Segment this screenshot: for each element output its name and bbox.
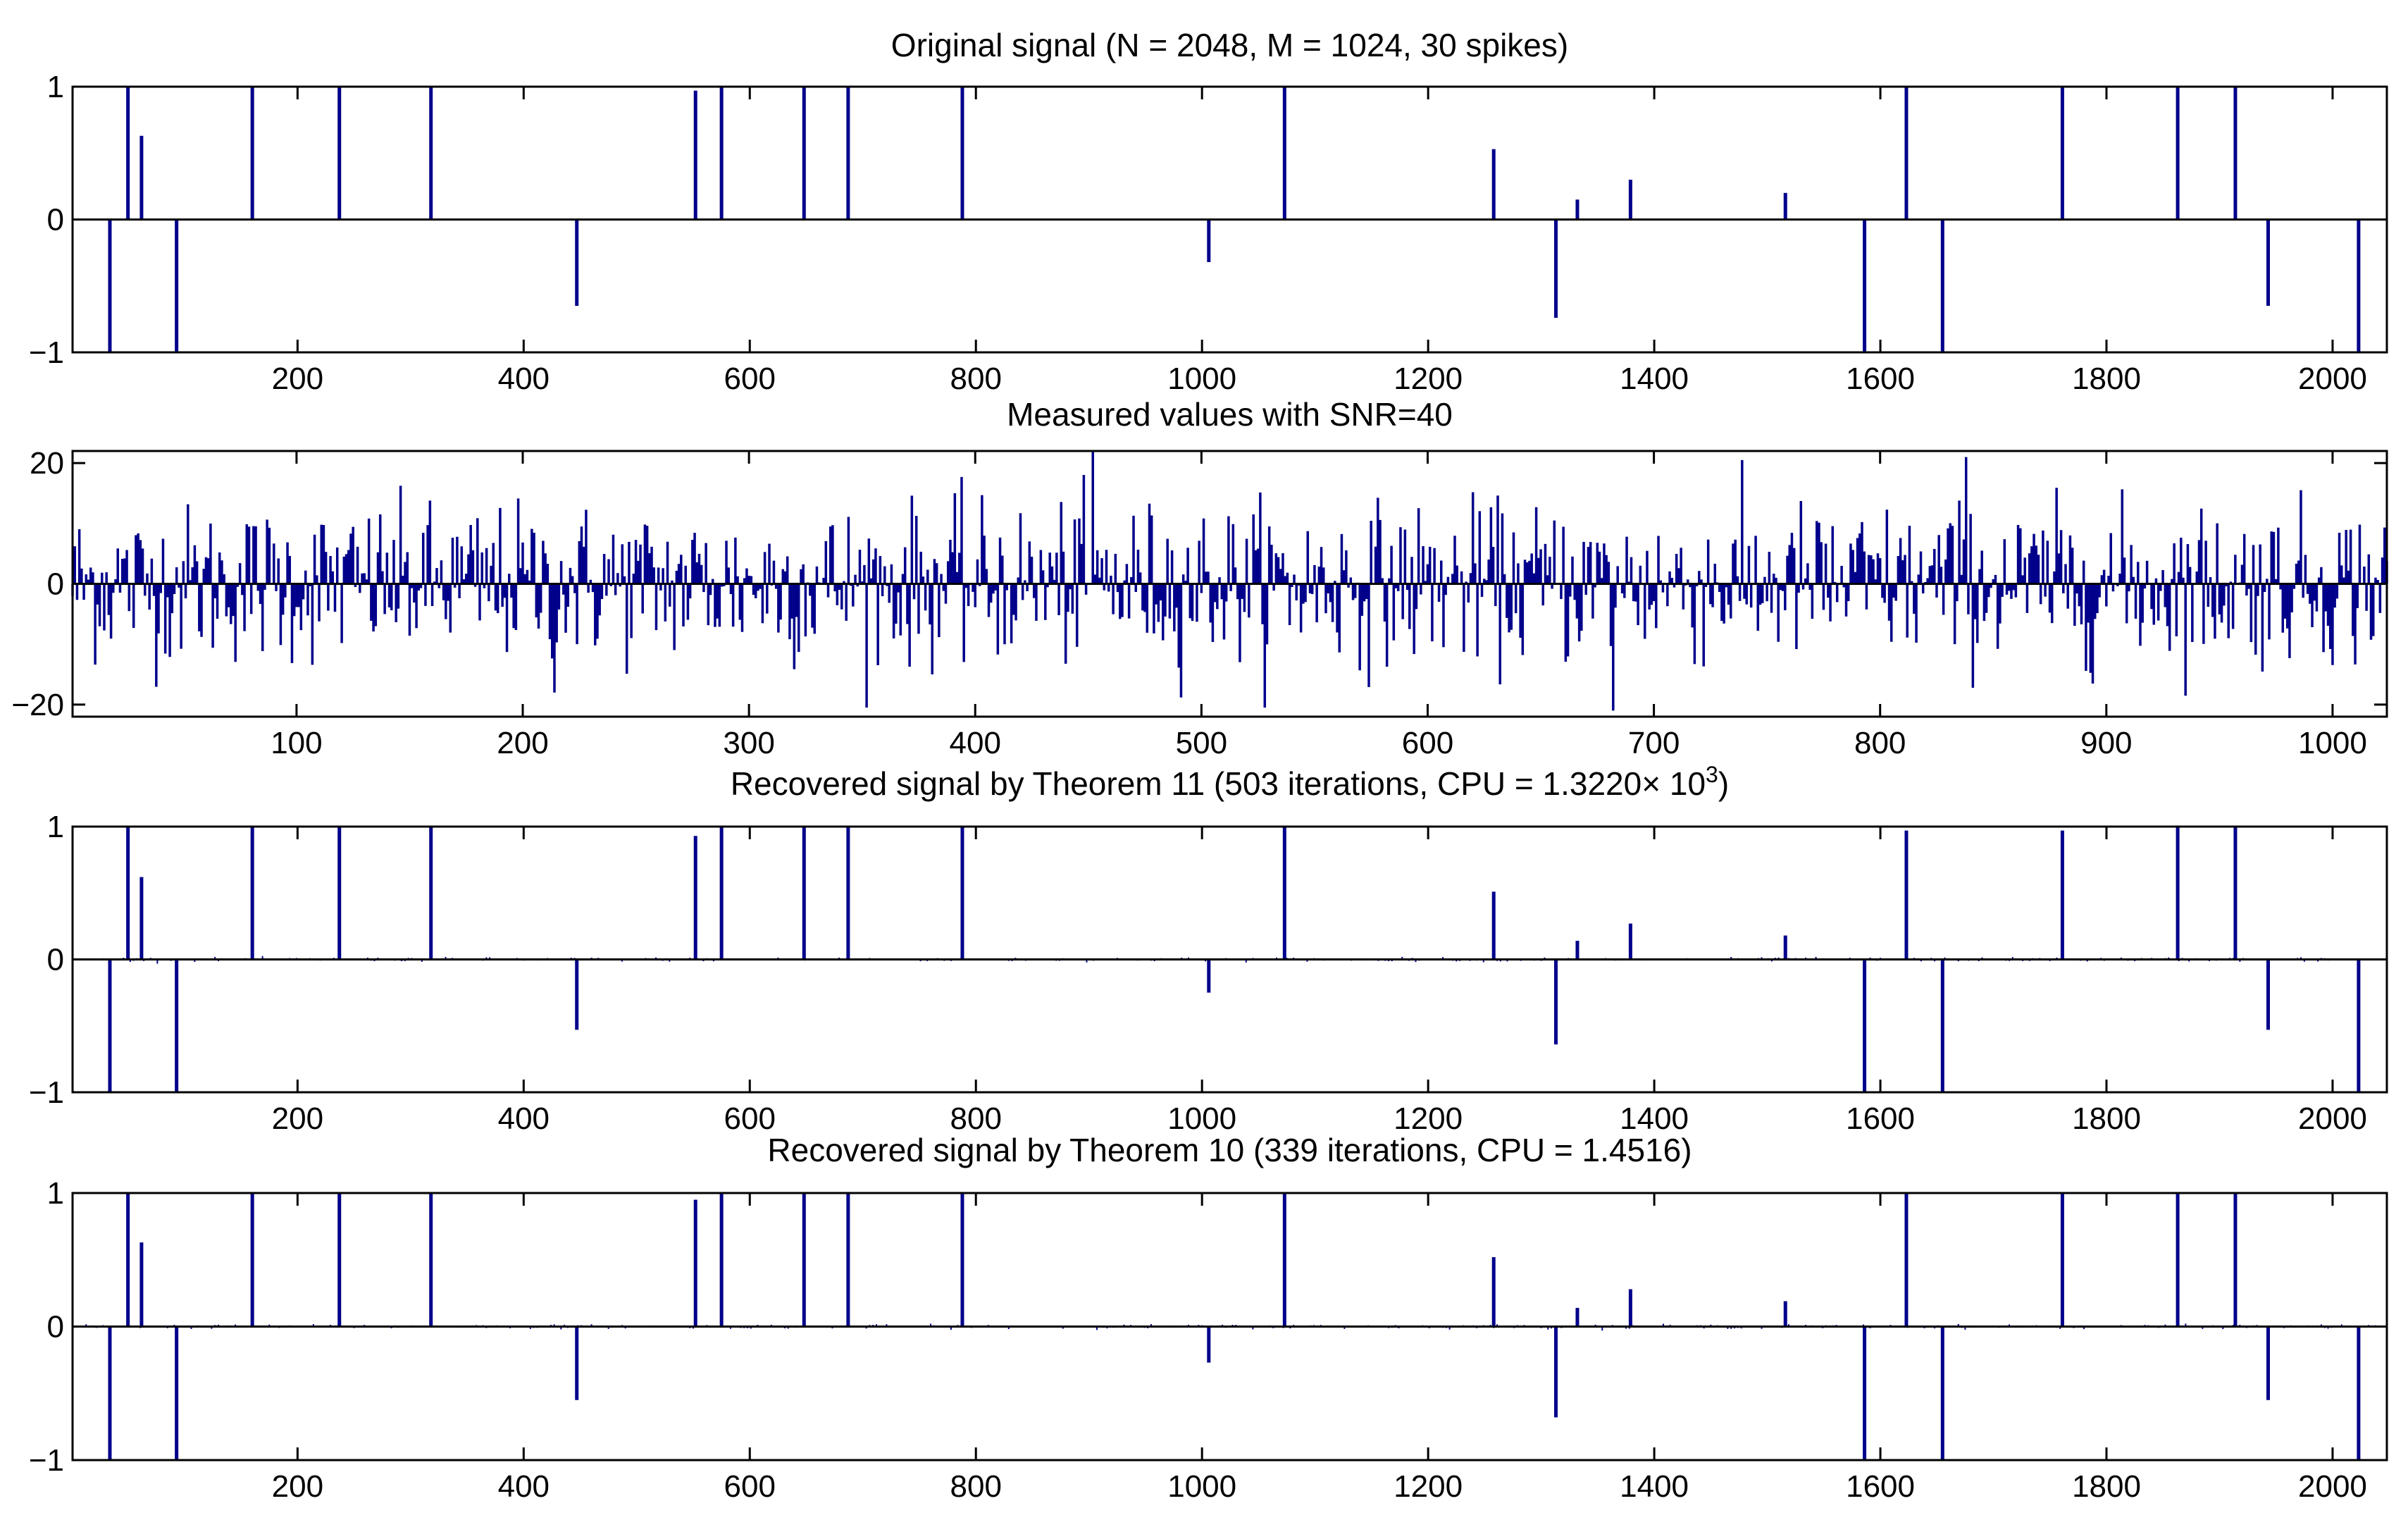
x-tick-label: 800 xyxy=(950,362,1002,396)
x-tick-label: 200 xyxy=(272,1101,323,1136)
y-tick-label: −1 xyxy=(29,1443,64,1478)
x-tick-label: 400 xyxy=(950,726,1001,760)
panel-original-signal: Original signal (N = 2048, M = 1024, 30 … xyxy=(29,27,2388,396)
x-tick-label: 1600 xyxy=(1846,1101,1915,1136)
axes-border xyxy=(71,825,2388,1094)
axes-border xyxy=(71,450,2388,718)
panel-title: Recovered signal by Theorem 11 (503 iter… xyxy=(731,762,1729,802)
y-tick-label: 1 xyxy=(47,810,64,844)
title-main: Recovered signal by Theorem 11 (503 iter… xyxy=(731,765,1706,802)
x-tick-label: 1000 xyxy=(2298,726,2367,760)
x-tick-label: 100 xyxy=(271,726,322,760)
x-tick-label: 1000 xyxy=(1167,1469,1236,1504)
x-tick-label: 800 xyxy=(950,1101,1002,1136)
y-tick-label: 0 xyxy=(47,943,64,977)
stem-series xyxy=(108,87,2361,352)
x-tick-label: 600 xyxy=(724,1469,776,1504)
x-tick-label: 400 xyxy=(498,1469,550,1504)
x-tick-label: 2000 xyxy=(2298,362,2367,396)
x-tick-label: 1800 xyxy=(2072,1469,2141,1504)
y-tick-label: 20 xyxy=(30,446,64,481)
x-tick-label: 1800 xyxy=(2072,362,2141,396)
stem-series xyxy=(72,1193,2387,1460)
x-tick-label: 1200 xyxy=(1394,362,1463,396)
x-tick-label: 1600 xyxy=(1846,1469,1915,1504)
y-tick-label: 1 xyxy=(47,1176,64,1211)
title-superscript: 3 xyxy=(1706,762,1718,787)
panel-recovered-theorem-10: Recovered signal by Theorem 10 (339 iter… xyxy=(29,1132,2388,1504)
x-tick-label: 200 xyxy=(272,1469,323,1504)
x-tick-label: 200 xyxy=(272,362,323,396)
x-tick-label: 800 xyxy=(1854,726,1906,760)
x-tick-label: 1400 xyxy=(1620,362,1689,396)
x-tick-label: 2000 xyxy=(2298,1101,2367,1136)
x-tick-label: 800 xyxy=(950,1469,1002,1504)
panel-recovered-theorem-11: Recovered signal by Theorem 11 (503 iter… xyxy=(29,762,2388,1136)
x-tick-label: 2000 xyxy=(2298,1469,2367,1504)
y-tick-label: −1 xyxy=(29,1075,64,1110)
axes-border xyxy=(71,1192,2388,1462)
x-tick-label: 200 xyxy=(497,726,548,760)
y-tick-label: 0 xyxy=(47,1310,64,1345)
panel-title: Original signal (N = 2048, M = 1024, 30 … xyxy=(891,27,1568,63)
title-end: ) xyxy=(1718,765,1729,802)
x-tick-label: 1400 xyxy=(1620,1469,1689,1504)
panel-measured-values: Measured values with SNR=40 100 200 300 400… xyxy=(11,396,2388,760)
x-tick-label: 1800 xyxy=(2072,1101,2141,1136)
y-tick-label: 1 xyxy=(47,70,64,104)
y-tick-label: −20 xyxy=(11,688,64,722)
axes-border xyxy=(71,85,2388,354)
y-tick-label: 0 xyxy=(47,567,64,602)
x-tick-label: 1000 xyxy=(1167,1101,1236,1136)
panel-title: Recovered signal by Theorem 10 (339 iter… xyxy=(767,1132,1692,1168)
x-tick-label: 300 xyxy=(723,726,774,760)
x-tick-label: 700 xyxy=(1628,726,1680,760)
x-tick-label: 600 xyxy=(724,362,776,396)
stem-series xyxy=(71,451,2388,711)
y-tick-label: 0 xyxy=(47,203,64,237)
panel-title: Measured values with SNR=40 xyxy=(1007,396,1453,433)
x-tick-label: 600 xyxy=(724,1101,776,1136)
y-tick-label: −1 xyxy=(29,335,64,370)
x-tick-label: 1200 xyxy=(1394,1101,1463,1136)
x-tick-label: 500 xyxy=(1176,726,1227,760)
x-tick-label: 400 xyxy=(498,1101,550,1136)
x-tick-label: 900 xyxy=(2080,726,2132,760)
x-tick-label: 1200 xyxy=(1394,1469,1463,1504)
x-tick-label: 1400 xyxy=(1620,1101,1689,1136)
x-tick-label: 400 xyxy=(498,362,550,396)
x-tick-label: 1600 xyxy=(1846,362,1915,396)
x-tick-label: 600 xyxy=(1402,726,1453,760)
x-tick-label: 1000 xyxy=(1167,362,1236,396)
